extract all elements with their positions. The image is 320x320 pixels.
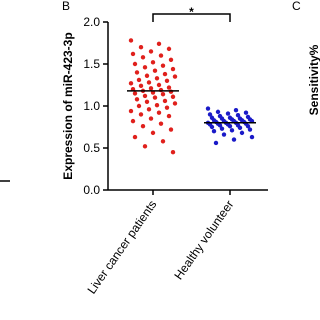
data-point xyxy=(132,91,138,96)
significance-bracket xyxy=(152,13,231,22)
data-point xyxy=(152,68,158,73)
data-point xyxy=(152,95,158,100)
data-point xyxy=(211,129,217,134)
data-point xyxy=(207,112,213,117)
y-tick-label: 2.0 xyxy=(83,15,100,29)
data-point xyxy=(172,74,178,79)
data-point xyxy=(154,102,160,108)
panel-label: B xyxy=(62,0,70,13)
x-tick-label: Healthy volunteer xyxy=(171,198,236,283)
data-point xyxy=(237,125,243,131)
data-point xyxy=(166,85,172,90)
data-point xyxy=(160,139,166,144)
data-point xyxy=(162,71,168,77)
data-point xyxy=(156,82,162,88)
data-point xyxy=(160,63,166,68)
data-point xyxy=(138,45,144,50)
data-point xyxy=(164,105,170,110)
data-point xyxy=(142,65,148,70)
y-tick-label: 0.5 xyxy=(83,141,100,155)
data-point xyxy=(148,116,154,121)
data-point xyxy=(130,118,136,124)
data-point xyxy=(168,127,174,132)
y-tick-label: 0.0 xyxy=(83,183,100,197)
data-point xyxy=(142,93,148,99)
data-point xyxy=(225,111,231,116)
data-point xyxy=(235,113,241,118)
data-point xyxy=(229,128,235,133)
data-point xyxy=(130,51,136,57)
data-point xyxy=(217,123,223,128)
data-point xyxy=(243,110,249,115)
data-point xyxy=(128,81,134,86)
data-point xyxy=(136,103,142,109)
data-point xyxy=(146,80,152,85)
data-point xyxy=(148,86,154,91)
data-point xyxy=(132,134,138,140)
data-point xyxy=(249,134,255,140)
data-point xyxy=(168,57,174,62)
data-point xyxy=(150,60,156,65)
data-point xyxy=(170,94,176,99)
data-point xyxy=(138,112,144,117)
data-point xyxy=(233,108,239,113)
data-point xyxy=(134,97,140,102)
data-point xyxy=(156,41,162,47)
data-point xyxy=(247,127,253,132)
data-point xyxy=(166,46,172,52)
data-point xyxy=(146,107,152,112)
y-tick-label: 1.5 xyxy=(83,57,100,71)
data-point xyxy=(132,61,138,67)
data-point xyxy=(150,130,156,136)
data-point xyxy=(162,98,168,104)
data-point xyxy=(160,92,166,97)
data-point xyxy=(215,109,221,115)
data-point xyxy=(166,113,172,119)
data-point xyxy=(213,140,219,146)
right-axis-label: Sensitivity% xyxy=(307,44,320,115)
data-point xyxy=(140,55,146,60)
data-point xyxy=(136,77,142,83)
data-point xyxy=(156,110,162,115)
data-point xyxy=(128,108,134,114)
data-point xyxy=(138,83,144,89)
data-point xyxy=(142,144,148,149)
panel-label: C xyxy=(292,0,301,13)
y-axis-label: Expression of miR-423-3p xyxy=(61,32,75,179)
data-point xyxy=(148,49,154,54)
data-point xyxy=(158,121,164,126)
significance-label: * xyxy=(189,5,194,19)
data-point xyxy=(134,70,140,75)
data-point xyxy=(170,66,176,72)
data-point xyxy=(231,137,237,142)
x-tick-label: Liver cancer patients xyxy=(84,198,159,297)
data-point xyxy=(239,130,245,136)
data-point xyxy=(140,123,146,129)
data-point xyxy=(219,126,225,131)
data-point xyxy=(144,99,150,105)
data-point xyxy=(245,123,251,129)
data-point xyxy=(209,124,215,130)
data-point xyxy=(154,76,160,81)
data-point xyxy=(205,106,211,111)
data-point xyxy=(158,53,164,58)
data-point xyxy=(172,101,178,106)
y-tick-label: 1.0 xyxy=(83,99,100,113)
data-point xyxy=(128,38,134,43)
data-point xyxy=(170,150,176,155)
data-point xyxy=(227,123,233,129)
data-point xyxy=(144,73,150,78)
data-point xyxy=(221,132,227,137)
data-point xyxy=(164,78,170,84)
